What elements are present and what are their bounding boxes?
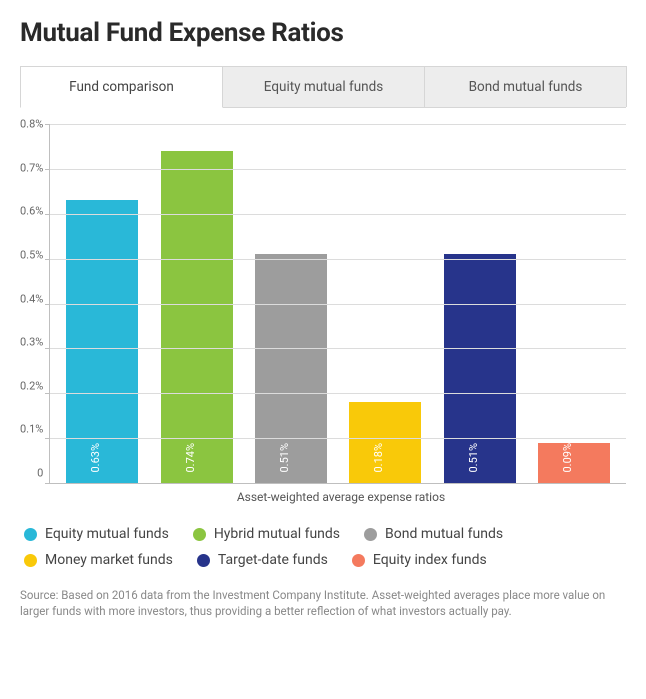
legend-item: Money market funds [24, 552, 173, 568]
y-tick [45, 304, 50, 305]
y-tick [45, 214, 50, 215]
bar: 0.51% [444, 254, 516, 483]
bar: 0.18% [349, 402, 421, 483]
legend-label: Bond mutual funds [385, 526, 503, 542]
y-tick [45, 259, 50, 260]
tab-bar: Fund comparison Equity mutual funds Bond… [20, 66, 626, 108]
bar: 0.74% [161, 151, 233, 483]
y-tick [45, 483, 50, 484]
gridline [50, 169, 626, 170]
gridline [50, 438, 626, 439]
legend-swatch [352, 554, 365, 567]
bar-chart: 0.8%0.7%0.6%0.5%0.4%0.3%0.2%0.1%0 0.63%0… [20, 124, 626, 484]
y-tick-label: 0.6% [20, 206, 43, 217]
y-tick-label: 0.2% [20, 380, 43, 391]
legend-swatch [193, 528, 206, 541]
y-tick [45, 393, 50, 394]
y-tick [45, 438, 50, 439]
bar: 0.09% [538, 443, 610, 483]
bar-value-label: 0.51% [278, 443, 291, 473]
bar: 0.63% [66, 200, 138, 483]
legend-item: Equity index funds [352, 552, 487, 568]
plot-area: 0.63% 0.74% 0.51% 0.18% 0.51% 0.09% [49, 124, 626, 484]
legend-item: Bond mutual funds [364, 526, 503, 542]
y-tick-label: 0.3% [20, 337, 43, 348]
legend-item: Hybrid mutual funds [193, 526, 340, 542]
legend-swatch [24, 554, 37, 567]
y-tick [45, 124, 50, 125]
tab-equity-mutual-funds[interactable]: Equity mutual funds [222, 66, 425, 107]
y-tick-label: 0.8% [20, 119, 43, 130]
legend-swatch [197, 554, 210, 567]
y-tick-label: 0.5% [20, 249, 43, 260]
bar: 0.51% [255, 254, 327, 483]
bar-value-label: 0.09% [561, 443, 574, 473]
tab-bond-mutual-funds[interactable]: Bond mutual funds [424, 66, 627, 107]
y-tick-label: 0.7% [20, 162, 43, 173]
legend-swatch [24, 528, 37, 541]
legend-item: Equity mutual funds [24, 526, 169, 542]
y-tick-label: 0.1% [20, 424, 43, 435]
gridline [50, 214, 626, 215]
gridline [50, 124, 626, 125]
bar-value-label: 0.63% [89, 443, 102, 473]
legend-item: Target-date funds [197, 552, 328, 568]
page-title: Mutual Fund Expense Ratios [20, 18, 626, 48]
source-note: Source: Based on 2016 data from the Inve… [20, 588, 626, 619]
bar-value-label: 0.74% [184, 443, 197, 473]
gridline [50, 393, 626, 394]
bar-value-label: 0.51% [467, 443, 480, 473]
legend: Equity mutual funds Hybrid mutual funds Bo… [24, 526, 626, 568]
bar-value-label: 0.18% [372, 443, 385, 473]
legend-label: Target-date funds [218, 552, 328, 568]
legend-swatch [364, 528, 377, 541]
x-axis-title: Asset-weighted average expense ratios [56, 490, 626, 504]
gridline [50, 259, 626, 260]
gridline [50, 348, 626, 349]
gridline [50, 304, 626, 305]
tab-fund-comparison[interactable]: Fund comparison [20, 66, 223, 108]
legend-label: Equity index funds [373, 552, 487, 568]
legend-label: Equity mutual funds [45, 526, 169, 542]
y-tick [45, 169, 50, 170]
y-tick [45, 348, 50, 349]
legend-label: Hybrid mutual funds [214, 526, 340, 542]
y-tick-label: 0.4% [20, 293, 43, 304]
legend-label: Money market funds [45, 552, 173, 568]
y-tick-label: 0 [37, 468, 43, 479]
